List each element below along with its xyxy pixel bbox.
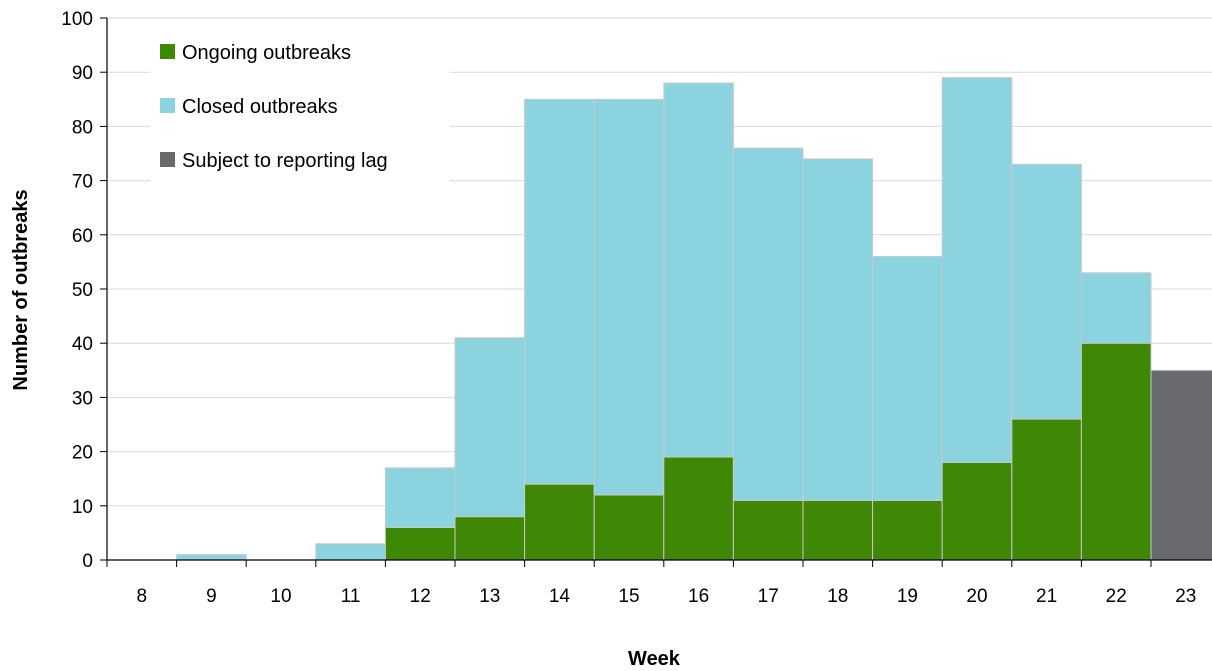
x-axis-title: Week xyxy=(628,648,681,670)
bar-closed-outbreaks-week-9 xyxy=(176,554,247,561)
x-tick-label: 20 xyxy=(966,586,987,607)
legend-background xyxy=(150,25,450,185)
x-tick-label: 11 xyxy=(341,586,361,607)
x-tick-label: 9 xyxy=(206,586,217,607)
axes: 0 10 20 30 40 50 60 70 80 90 100 8 9 10 11 12 13 14 15 16 17… xyxy=(61,9,1212,607)
x-tick-label: 15 xyxy=(618,586,639,607)
y-tick-label: 40 xyxy=(72,334,93,355)
x-tick-label: 21 xyxy=(1036,586,1057,607)
bar-ongoing-outbreaks-week-17 xyxy=(732,499,804,561)
bar-subject-to-reporting-lag-week-23 xyxy=(1150,369,1212,561)
y-tick-label: 100 xyxy=(61,9,93,30)
bar-ongoing-outbreaks-week-20 xyxy=(941,461,1013,561)
bar-ongoing-outbreaks-week-19 xyxy=(872,499,943,561)
legend-label: Closed outbreaks xyxy=(182,96,338,118)
bar-closed-outbreaks-week-22 xyxy=(1080,272,1152,344)
x-tick-label: 10 xyxy=(270,586,291,607)
bar-closed-outbreaks-week-17 xyxy=(732,147,804,501)
bar-closed-outbreaks-week-18 xyxy=(802,158,874,501)
x-tick-label: 17 xyxy=(758,586,779,607)
y-tick-label: 60 xyxy=(72,226,93,247)
y-tick-label: 50 xyxy=(72,280,93,301)
x-tick-label: 8 xyxy=(137,586,148,607)
bar-closed-outbreaks-week-14 xyxy=(524,98,595,485)
bar-closed-outbreaks-week-12 xyxy=(384,467,456,528)
bar-closed-outbreaks-week-21 xyxy=(1011,163,1082,420)
y-tick-label: 20 xyxy=(72,443,93,464)
x-tick-label: 14 xyxy=(549,586,571,607)
bar-closed-outbreaks-week-20 xyxy=(941,77,1013,463)
x-tick-label: 22 xyxy=(1106,586,1127,607)
x-tick-label: 23 xyxy=(1175,586,1196,607)
y-tick-label: 90 xyxy=(72,63,93,84)
bar-ongoing-outbreaks-week-16 xyxy=(663,456,734,561)
y-tick-label: 10 xyxy=(72,497,93,518)
bars xyxy=(176,77,1212,561)
bar-closed-outbreaks-week-15 xyxy=(593,98,665,496)
x-tick-label: 16 xyxy=(688,586,709,607)
legend-swatch xyxy=(160,44,175,59)
x-tick-label: 12 xyxy=(410,586,431,607)
x-tick-label: 19 xyxy=(897,586,918,607)
bar-ongoing-outbreaks-week-21 xyxy=(1011,418,1082,561)
bar-closed-outbreaks-week-13 xyxy=(454,337,526,518)
bar-ongoing-outbreaks-week-14 xyxy=(524,483,595,561)
y-tick-label: 0 xyxy=(82,551,93,572)
bar-closed-outbreaks-week-11 xyxy=(315,543,386,561)
legend-label: Subject to reporting lag xyxy=(182,150,388,172)
y-tick-label: 70 xyxy=(72,172,93,193)
legend-swatch xyxy=(160,98,175,113)
legend-swatch xyxy=(160,152,175,167)
x-tick-label: 18 xyxy=(827,586,848,607)
x-tick-label: 13 xyxy=(479,586,500,607)
bar-closed-outbreaks-week-19 xyxy=(872,255,943,501)
y-axis-title: Number of outbreaks xyxy=(10,189,32,390)
bar-ongoing-outbreaks-week-13 xyxy=(454,516,526,561)
bar-ongoing-outbreaks-week-15 xyxy=(593,494,665,561)
y-tick-label: 80 xyxy=(72,117,93,138)
y-tick-label: 30 xyxy=(72,388,93,409)
legend: Ongoing outbreaks Closed outbreaks Subject… xyxy=(150,25,450,185)
legend-label: Ongoing outbreaks xyxy=(182,42,351,64)
bar-ongoing-outbreaks-week-12 xyxy=(384,526,456,561)
bar-ongoing-outbreaks-week-22 xyxy=(1080,342,1152,561)
bar-closed-outbreaks-week-16 xyxy=(663,82,734,458)
bar-ongoing-outbreaks-week-18 xyxy=(802,499,874,561)
